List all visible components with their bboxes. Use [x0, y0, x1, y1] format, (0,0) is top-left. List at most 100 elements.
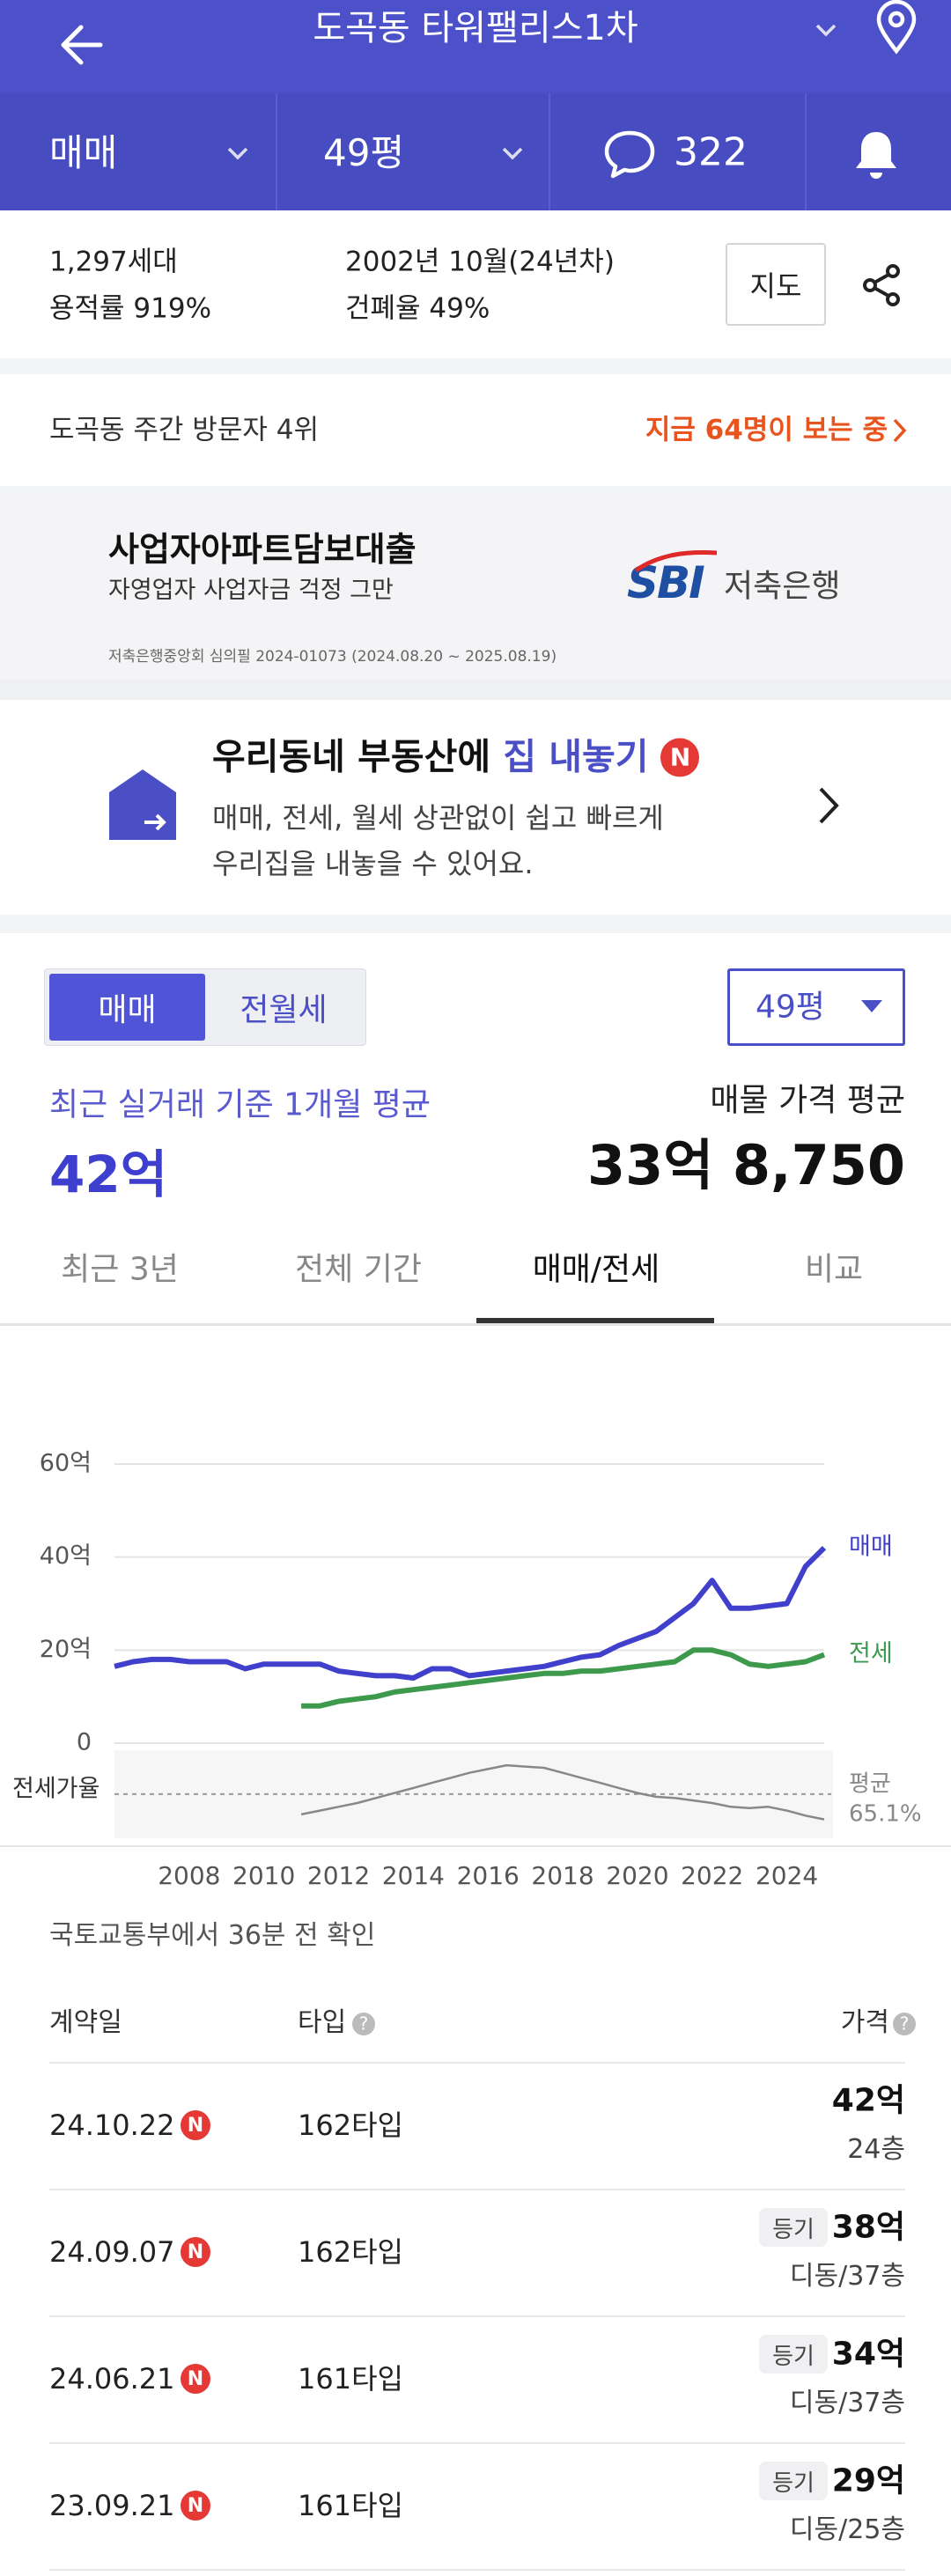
ratio-line	[300, 1763, 825, 1821]
y-tick-label: 60억	[40, 1450, 92, 1477]
registered-tag: 등기	[759, 2208, 828, 2247]
location-button[interactable]	[872, 0, 921, 55]
row-divider	[49, 2315, 905, 2317]
comment-icon[interactable]	[602, 129, 657, 180]
help-icon[interactable]: ?	[891, 2011, 918, 2037]
map-button[interactable]: 지도	[726, 243, 826, 326]
deal-filter[interactable]: 매매	[49, 130, 118, 174]
ratio-label: 전세가율	[12, 1776, 100, 1803]
divider	[549, 93, 550, 210]
price: 34억	[831, 2336, 905, 2373]
promo-title-text: 우리동네 부동산에	[212, 735, 504, 778]
tab-border	[0, 1323, 951, 1326]
listing-value: 33억 8,750	[586, 1132, 905, 1197]
ad-title: 사업자아파트담보대출	[108, 530, 417, 570]
trade-date: 24.06.21	[49, 2361, 175, 2396]
row-divider	[49, 2189, 905, 2190]
toggle-rent[interactable]: 전월세	[240, 992, 328, 1028]
visitor-rank: 도곡동 주간 방문자 4위	[49, 414, 319, 446]
separator	[0, 680, 951, 700]
registered-tag: 등기	[759, 2335, 828, 2374]
x-tick-label: 2008	[158, 1861, 220, 1890]
house-icon	[109, 769, 176, 840]
row-divider	[49, 2062, 905, 2064]
series-label: 매매	[849, 1534, 893, 1561]
building-coverage: 건폐율 49%	[345, 292, 490, 325]
column-header: 계약일	[49, 2007, 122, 2038]
ad-brand: 저축은행	[724, 568, 841, 605]
size-select-text: 49평	[756, 989, 825, 1026]
x-tick-label: 2022	[681, 1861, 743, 1890]
new-badge: N	[181, 2110, 210, 2140]
tab[interactable]: 최근 3년	[61, 1251, 179, 1288]
series-line	[114, 1545, 827, 1681]
unit-type: 162타입	[298, 2234, 403, 2269]
y-tick-label: 40억	[40, 1542, 92, 1570]
column-header: 가격	[840, 2007, 889, 2038]
comment-count[interactable]: 322	[674, 129, 748, 175]
separator	[0, 358, 951, 374]
logo-swoosh	[634, 550, 718, 573]
title-dropdown[interactable]	[812, 16, 840, 44]
households: 1,297세대	[49, 246, 178, 278]
column-header: 타입	[298, 2007, 347, 2038]
ad-subtitle: 자영업자 사업자금 걱정 그만	[108, 576, 394, 604]
row-divider	[49, 2442, 905, 2444]
trade-date: 23.09.21	[49, 2488, 175, 2522]
x-tick-label: 2020	[606, 1861, 668, 1890]
alarm-button[interactable]	[851, 127, 902, 181]
price: 38억	[831, 2209, 905, 2246]
new-badge: N	[660, 738, 700, 776]
promo-title[interactable]: 우리동네 부동산에 집 내놓기 N	[212, 735, 700, 778]
price: 42억	[831, 2082, 905, 2119]
filter-bar	[0, 93, 951, 210]
live-viewers[interactable]: 지금 64명이 보는 중	[645, 414, 888, 446]
price: 29억	[831, 2462, 905, 2499]
registered-tag: 등기	[759, 2462, 828, 2500]
floor: 디동/25층	[789, 2514, 905, 2545]
series-label: 전세	[849, 1640, 893, 1667]
tab[interactable]: 비교	[804, 1251, 864, 1288]
promo-highlight: 집 내놓기	[503, 735, 649, 778]
help-icon[interactable]: ?	[350, 2011, 377, 2037]
series-line	[301, 1647, 826, 1709]
toggle-sale[interactable]: 매매	[49, 974, 205, 1041]
x-tick-label: 2018	[531, 1861, 593, 1890]
chart-border	[0, 1845, 951, 1847]
divider	[276, 93, 277, 210]
top-bar	[0, 0, 951, 93]
ratio-average-label: 평균	[849, 1771, 891, 1798]
unit-type: 161타입	[298, 2361, 403, 2396]
size-select[interactable]	[727, 968, 905, 1046]
y-tick-label: 20억	[40, 1636, 92, 1663]
separator	[0, 486, 951, 493]
ratio-average-value: 65.1%	[849, 1801, 922, 1828]
size-filter[interactable]: 49평	[323, 130, 405, 174]
ad-notice: 저축은행중앙회 심의필 2024-01073 (2024.08.20 ~ 202…	[108, 647, 557, 666]
new-badge: N	[181, 2364, 210, 2394]
divider	[805, 93, 807, 210]
back-button[interactable]	[55, 16, 113, 74]
unit-type: 162타입	[298, 2108, 403, 2142]
unit-type: 161타입	[298, 2488, 403, 2522]
x-tick-label: 2016	[457, 1861, 520, 1890]
recent-label: 최근 실거래 기준 1개월 평균	[49, 1086, 431, 1123]
promo-line: 우리집을 내놓을 수 있어요.	[212, 846, 534, 880]
floor: 디동/37층	[789, 2261, 905, 2292]
deal-dropdown[interactable]	[224, 139, 252, 167]
built-date: 2002년 10월(24년차)	[345, 246, 615, 278]
trade-date: 24.09.07	[49, 2234, 175, 2269]
trade-date: 24.10.22	[49, 2108, 175, 2142]
new-badge: N	[181, 2491, 210, 2521]
floor: 디동/37층	[789, 2388, 905, 2418]
new-badge: N	[181, 2237, 210, 2267]
ad-banner[interactable]	[0, 493, 951, 680]
tab-underline	[476, 1318, 714, 1323]
tab[interactable]: 전체 기간	[295, 1251, 422, 1288]
share-button[interactable]	[859, 262, 905, 308]
separator	[0, 915, 951, 933]
size-dropdown[interactable]	[498, 139, 527, 167]
recent-value: 42억	[49, 1144, 168, 1205]
promo-chevron[interactable]	[814, 784, 845, 828]
tab[interactable]: 매매/전세	[532, 1251, 660, 1288]
